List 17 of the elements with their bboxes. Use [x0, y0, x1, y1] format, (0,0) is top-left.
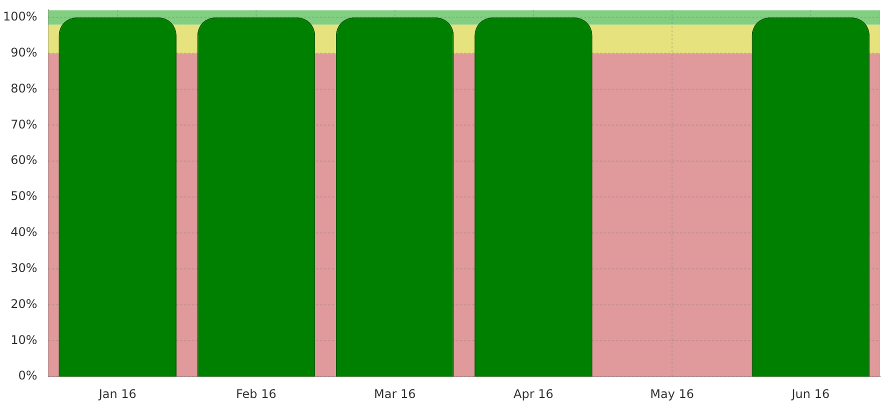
x-tick-label: Jun 16 [790, 386, 830, 401]
y-tick-label: 100% [2, 10, 38, 24]
x-tick-label: Mar 16 [374, 386, 416, 401]
y-tick-label: 90% [10, 45, 38, 60]
y-tick-label: 0% [18, 368, 38, 383]
y-tick-label: 30% [10, 260, 38, 275]
x-tick-label: Apr 16 [514, 386, 554, 401]
x-tick-label: Jan 16 [98, 386, 136, 401]
x-tick-label: Feb 16 [236, 386, 276, 401]
y-tick-label: 20% [10, 296, 38, 311]
x-tick-label: May 16 [650, 386, 694, 401]
y-tick-label: 10% [10, 332, 38, 347]
y-tick-label: 60% [10, 153, 38, 168]
y-tick-label: 40% [10, 225, 38, 240]
y-tick-label: 50% [10, 189, 38, 204]
y-tick-label: 70% [10, 117, 38, 132]
y-tick-label: 80% [10, 81, 38, 96]
